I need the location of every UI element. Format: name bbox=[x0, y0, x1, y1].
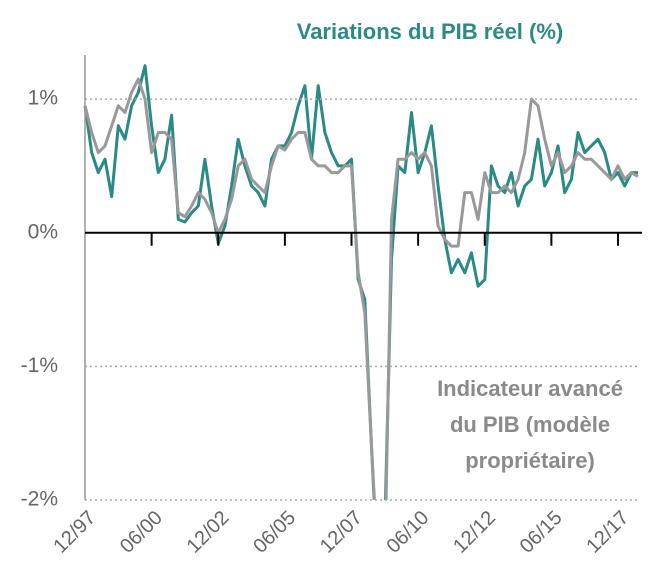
chart-title: Variations du PIB réel (%) bbox=[297, 19, 564, 44]
x-tick-label: 06/10 bbox=[382, 507, 433, 558]
series-line bbox=[83, 77, 639, 500]
annotation: propriétaire) bbox=[465, 448, 595, 473]
x-tick-label: 06/15 bbox=[516, 507, 567, 558]
x-tick-label: 12/97 bbox=[49, 507, 100, 558]
y-tick-label: 1% bbox=[28, 87, 58, 110]
y-tick-label: -2% bbox=[21, 488, 58, 511]
x-tick-label: 12/12 bbox=[449, 507, 500, 558]
x-tick-label: 06/00 bbox=[116, 507, 167, 558]
annotation: Indicateur avancé bbox=[437, 376, 623, 401]
y-tick-label: 0% bbox=[28, 220, 58, 243]
series-line bbox=[83, 64, 638, 500]
annotation: du PIB (modèle bbox=[450, 412, 610, 437]
plot-area bbox=[83, 64, 639, 500]
y-tick-label: -1% bbox=[21, 354, 58, 377]
x-tick-label: 12/17 bbox=[582, 507, 633, 558]
x-tick-label: 12/07 bbox=[316, 507, 367, 558]
x-tick-label: 12/02 bbox=[183, 507, 234, 558]
x-tick-label: 06/05 bbox=[249, 507, 300, 558]
